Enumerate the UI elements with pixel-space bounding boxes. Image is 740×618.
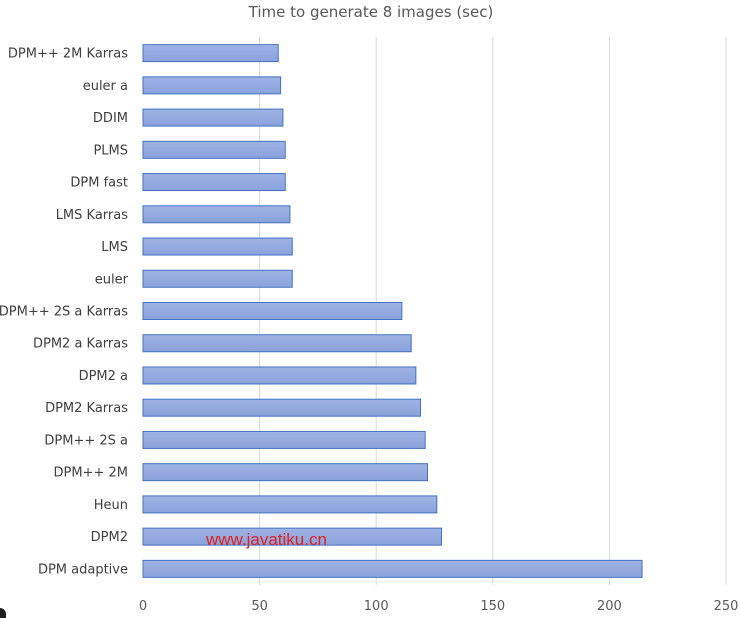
bar	[142, 76, 282, 95]
bar	[142, 44, 279, 63]
bar	[142, 366, 417, 385]
category-label: euler	[95, 272, 129, 287]
bar	[142, 140, 286, 159]
bar	[142, 205, 291, 224]
x-tick-label: 0	[139, 599, 147, 614]
x-tick-label: 100	[364, 599, 389, 614]
window-corner	[0, 608, 6, 618]
bar	[142, 334, 412, 353]
category-label: DPM fast	[70, 176, 128, 191]
category-label: euler a	[83, 79, 128, 94]
bar	[142, 108, 284, 127]
bar	[142, 495, 438, 514]
bar	[142, 398, 422, 417]
category-label: LMS	[101, 240, 128, 255]
x-axis-ticks: 0 50 100 150 200 250	[139, 599, 739, 614]
category-labels: DPM++ 2M Karras euler a DDIM PLMS DPM fast LM…	[0, 47, 129, 578]
category-label: DPM2 Karras	[45, 401, 128, 416]
bar	[142, 269, 293, 288]
category-label: DPM++ 2S a Karras	[0, 305, 128, 320]
x-tick-label: 150	[480, 599, 505, 614]
x-tick-label: 200	[597, 599, 622, 614]
category-label: DPM2 a	[79, 369, 128, 384]
bar	[142, 527, 442, 546]
category-label: Heun	[94, 498, 128, 513]
x-tick-label: 50	[251, 599, 268, 614]
chart-title: Time to generate 8 images (sec)	[248, 3, 494, 21]
category-label: LMS Karras	[56, 208, 129, 223]
category-label: DPM adaptive	[38, 562, 128, 577]
bar	[142, 237, 293, 256]
category-label: DPM2	[91, 530, 128, 545]
bar	[142, 173, 286, 192]
gridlines	[259, 37, 727, 585]
bar	[142, 559, 643, 578]
bar	[142, 463, 429, 482]
category-label: DPM++ 2M Karras	[8, 47, 128, 62]
bars	[142, 44, 643, 578]
x-tick-label: 250	[714, 599, 739, 614]
watermark-text: www.javatiku.cn	[205, 530, 327, 549]
category-label: DPM++ 2S a	[44, 433, 128, 448]
category-label: DPM2 a Karras	[33, 337, 128, 352]
bar	[142, 302, 403, 320]
category-label: DDIM	[93, 111, 128, 126]
bar	[142, 430, 426, 449]
category-label: DPM++ 2M	[54, 466, 128, 481]
category-label: PLMS	[93, 143, 128, 158]
